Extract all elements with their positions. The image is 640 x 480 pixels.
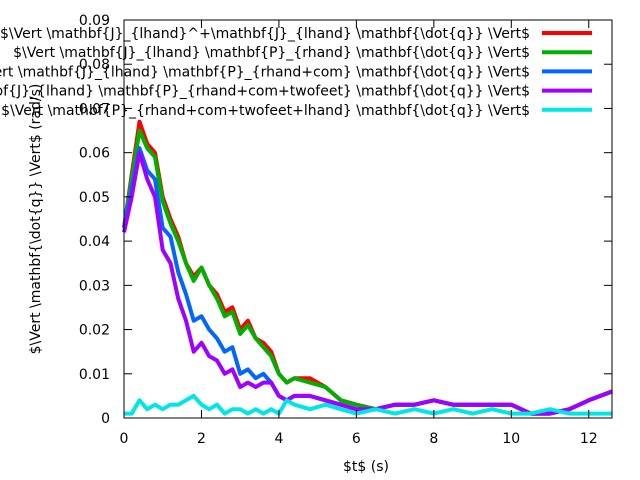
x-tick-label: 6 [352, 431, 361, 447]
legend-label-3: $\Vert \mathbf{J}_{lhand} \mathbf{P}_{rh… [0, 64, 530, 80]
y-tick-label: 0.06 [79, 146, 110, 162]
y-tick-label: 0.03 [79, 278, 110, 294]
x-tick-label: 4 [274, 431, 283, 447]
series-line-2 [122, 128, 613, 416]
y-tick-label: 0.07 [79, 101, 110, 117]
y-axis: 0 0.01 0.02 0.03 0.04 0.05 0.06 0.07 0.08 0.09 [79, 13, 612, 427]
y-tick-label: 0.05 [79, 190, 110, 206]
series-line-3 [122, 146, 613, 416]
series-line-4 [122, 150, 613, 416]
series-line-1 [122, 119, 613, 416]
legend-label-4: $\Vert \mathbf{J}_{lhand} \mathbf{P}_{rh… [0, 84, 530, 100]
x-axis-label: $t$ (s) [343, 459, 389, 475]
series-line-5 [124, 393, 612, 416]
x-tick-label: 8 [429, 431, 438, 447]
legend-label-5: $\Vert \mathbf{P}_{rhand+com+twofeet+lha… [1, 103, 530, 119]
x-tick-label: 12 [580, 431, 598, 447]
y-tick-label: 0.08 [79, 57, 110, 73]
x-axis: 0 2 4 6 8 10 12 [120, 20, 598, 447]
y-tick-label: 0 [101, 411, 110, 427]
x-tick-label: 2 [197, 431, 206, 447]
x-tick-label: 0 [120, 431, 129, 447]
y-tick-label: 0.01 [79, 367, 110, 383]
series-layer [122, 119, 613, 416]
legend-label-1: $\Vert \mathbf{J}_{lhand}^+\mathbf{J}_{l… [0, 26, 530, 42]
legend-label-2: $\Vert \mathbf{J}_{lhand} \mathbf{P}_{rh… [13, 45, 530, 61]
legend: $\Vert \mathbf{J}_{lhand}^+\mathbf{J}_{l… [0, 26, 592, 119]
y-tick-label: 0.04 [79, 234, 110, 250]
y-tick-label: 0.09 [79, 13, 110, 29]
y-tick-label: 0.02 [79, 323, 110, 339]
y-axis-label: $\Vert \mathbf{\dot{q}} \Vert$ (rad/s) [28, 84, 44, 355]
plot-frame [123, 19, 613, 419]
x-tick-label: 10 [502, 431, 520, 447]
